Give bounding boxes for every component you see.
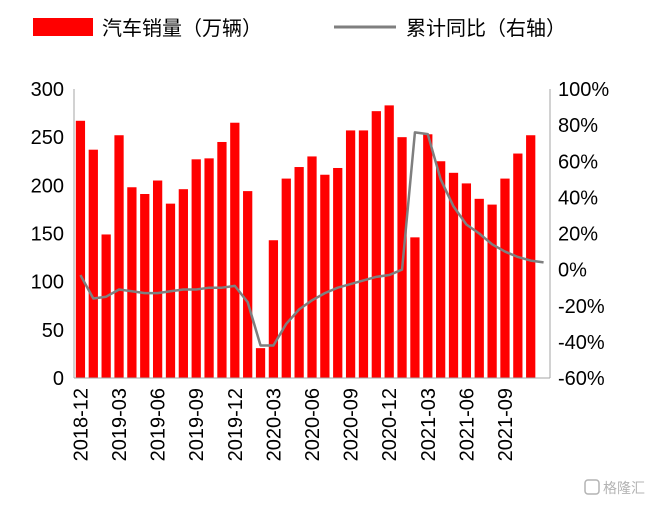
bar-2020-03: [268, 240, 279, 378]
bar-2019-10: [204, 158, 214, 378]
y-right-tick-label: -20%: [558, 296, 605, 318]
x-tick-label: 2020-06: [302, 388, 324, 461]
y-left-tick-label: 200: [31, 175, 64, 197]
bar-2021-07: [474, 198, 484, 378]
bar-2021-04: [436, 161, 446, 378]
bar-2019-09: [191, 159, 201, 378]
bar-2019-12: [230, 122, 240, 378]
y-right-tick-label: -40%: [558, 332, 605, 354]
y-axis-right-labels: -60% -40% -20% 0% 20% 40% 60% 80% 100%: [558, 79, 609, 390]
bar-2021-08: [487, 204, 497, 378]
bar-2021-11: [526, 135, 536, 378]
line-cumulative-yoy: [79, 131, 544, 347]
bar-2020-07: [320, 174, 330, 378]
y-right-tick-label: -60%: [558, 368, 605, 390]
y-right-tick-label: 0%: [558, 260, 587, 282]
y-left-tick-label: 100: [31, 272, 64, 294]
bar-2018-12: [75, 120, 86, 378]
bar-2019-04: [127, 187, 137, 378]
x-tick-label: 2019-03: [109, 388, 131, 461]
x-tick-label: 2021-06: [456, 388, 478, 461]
bar-2021-02: [410, 237, 420, 378]
bar-2019-02: [101, 234, 111, 378]
watermark-text: 格隆汇: [603, 481, 645, 497]
bar-2020-02: [255, 348, 266, 378]
bar-2019-08: [178, 189, 188, 378]
x-tick-label: 2019-09: [186, 388, 208, 461]
bar-2020-11: [371, 111, 381, 378]
y-axis-left-labels: 0 50 100 150 200 250 300: [31, 79, 64, 390]
y-left-tick-label: 300: [31, 79, 64, 101]
bar-2019-06: [152, 180, 163, 378]
bar-2020-01: [243, 191, 253, 378]
y-right-tick-label: 60%: [558, 151, 598, 173]
bar-2020-06: [307, 156, 317, 378]
bar-series: [75, 105, 536, 378]
bar-2019-01: [88, 149, 98, 378]
y-left-tick-label: 250: [31, 127, 64, 149]
x-tick-label: 2018-12: [70, 388, 92, 461]
bar-2020-09: [345, 130, 356, 378]
x-tick-label: 2021-09: [495, 388, 517, 461]
bar-2019-11: [217, 141, 227, 378]
legend-line-label: 累计同比（右轴）: [406, 16, 566, 40]
bar-2020-10: [358, 130, 369, 378]
y-right-tick-label: 40%: [558, 187, 598, 209]
bar-2021-05: [448, 172, 459, 378]
legend-bar-swatch: [33, 18, 93, 36]
watermark: 格隆汇: [584, 479, 645, 497]
y-left-tick-label: 50: [42, 320, 64, 342]
bar-2021-06: [461, 183, 472, 378]
y-right-tick-label: 100%: [558, 79, 609, 101]
line-series: [79, 131, 544, 347]
bar-2020-12: [384, 105, 394, 378]
bar-2020-04: [281, 178, 291, 378]
watermark-logo-icon: [584, 479, 600, 495]
legend: 汽车销量（万辆） 累计同比（右轴）: [33, 16, 566, 40]
bar-2020-08: [333, 167, 343, 378]
bar-2020-05: [294, 167, 304, 378]
x-axis-labels: 2018-12 2019-03 2019-06 2019-09 2019-12 2020-…: [70, 388, 517, 461]
x-tick-label: 2020-12: [379, 388, 401, 461]
legend-bar-label: 汽车销量（万辆）: [102, 16, 262, 40]
bar-2019-05: [140, 194, 150, 378]
y-right-tick-label: 80%: [558, 115, 598, 137]
x-tick-label: 2019-12: [225, 388, 247, 461]
y-right-tick-label: 20%: [558, 224, 598, 246]
bar-2021-09: [500, 178, 510, 378]
x-tick-label: 2021-03: [418, 388, 440, 461]
y-left-tick-label: 150: [31, 224, 64, 246]
bar-2021-10: [513, 153, 523, 378]
bar-2019-03: [114, 135, 124, 378]
y-left-tick-label: 0: [53, 368, 64, 390]
x-tick-label: 2019-06: [148, 388, 170, 461]
x-tick-label: 2020-09: [341, 388, 363, 461]
bar-2021-03: [423, 134, 433, 378]
x-tick-label: 2020-03: [263, 388, 285, 461]
axes: [73, 89, 551, 379]
